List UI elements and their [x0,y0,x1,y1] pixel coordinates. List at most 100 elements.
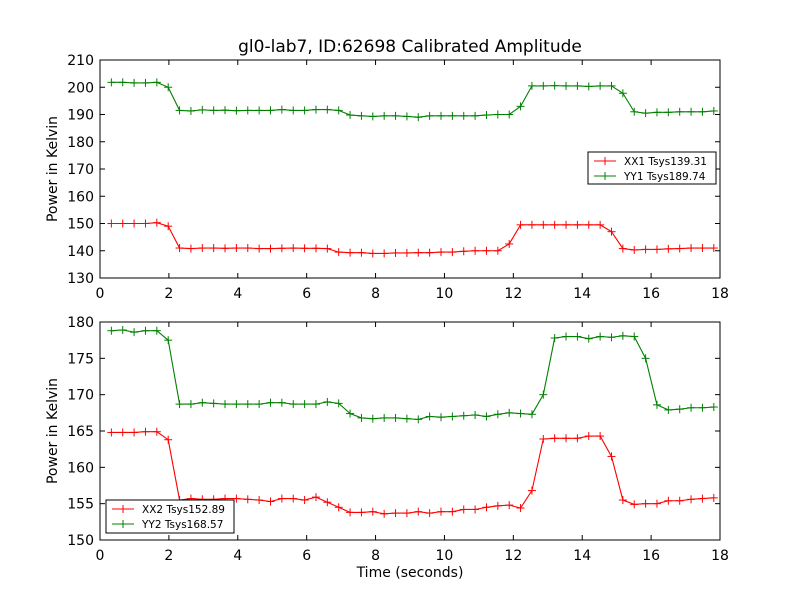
data-point [698,107,707,116]
data-point [652,245,661,254]
data-point [402,414,411,423]
data-point [380,249,389,258]
data-point [641,109,650,118]
data-point [437,111,445,120]
data-point [675,496,684,505]
legend-item: XX1 Tsys139.31 [594,156,707,168]
data-point [607,81,616,90]
data-point [618,244,627,253]
data-point [300,400,309,409]
data-point [152,326,161,335]
data-point [346,508,355,517]
data-point [141,78,150,87]
series-0 [107,427,718,518]
data-point [186,400,195,409]
data-point [255,244,264,253]
data-point [391,509,400,518]
data-point [334,106,343,115]
data-point [459,247,468,256]
data-point [493,410,502,419]
data-point [516,220,525,229]
data-point [493,110,502,119]
data-point [346,409,355,418]
data-point [437,413,445,422]
data-point [596,432,605,441]
data-point [584,82,593,91]
data-point [357,508,366,517]
data-point [130,78,139,87]
data-point [118,219,127,228]
data-point [459,411,468,420]
data-point [391,248,400,257]
data-point [118,78,127,87]
data-point [368,249,377,258]
data-point [698,494,707,503]
data-point [368,414,377,423]
data-point [130,428,139,437]
y-tick-label: 175 [67,351,94,367]
y-axis-label: Power in Kelvin [45,378,61,484]
data-point [232,106,241,115]
data-point [482,503,491,512]
data-point [664,405,673,414]
data-point [687,495,696,504]
data-point [221,106,230,115]
data-point [175,244,184,253]
data-point [141,219,150,228]
top-chart-title: gl0-lab7, ID:62698 Calibrated Amplitude [238,37,582,57]
data-point [323,498,332,507]
data-point [607,227,616,236]
data-point [698,403,707,412]
data-point [630,500,639,509]
data-point [641,354,650,363]
data-point [266,497,275,506]
x-tick-label: 2 [164,286,173,302]
data-point [596,81,605,90]
data-point [425,509,434,518]
data-point [527,410,536,419]
data-point [221,244,230,253]
legend-item: XX2 Tsys152.89 [112,504,225,516]
y-tick-label: 170 [67,388,94,404]
data-point [198,398,207,407]
legend-label: YY2 Tsys168.57 [141,519,223,531]
data-point [289,106,298,115]
data-point [255,106,264,115]
x-tick-label: 0 [96,548,105,564]
data-point [164,435,173,444]
data-point [300,496,309,505]
x-tick-label: 8 [371,548,380,564]
data-point [334,248,343,257]
data-point [550,333,559,342]
x-tick-label: 10 [436,548,454,564]
data-point [618,331,627,340]
data-point [152,427,161,436]
data-point [505,239,514,248]
data-point [391,413,400,422]
data-point [425,412,434,421]
data-point [232,494,241,503]
series-0 [107,218,718,258]
data-point [107,326,116,335]
x-tick-label: 16 [642,286,660,302]
data-point [368,507,377,516]
data-point [459,111,468,120]
series-1 [107,78,718,122]
data-point [107,428,116,437]
data-point [186,106,195,115]
data-point [164,222,173,231]
data-point [323,397,332,406]
x-tick-label: 2 [164,548,173,564]
data-point [550,434,559,443]
legend-label: XX1 Tsys139.31 [624,156,707,168]
data-point [630,245,639,254]
data-point [482,246,491,255]
data-point [357,111,366,120]
data-point [141,326,150,335]
data-point [437,507,445,516]
data-point [107,78,116,87]
x-tick-label: 0 [96,286,105,302]
data-point [277,494,286,503]
y-tick-label: 180 [67,135,94,151]
